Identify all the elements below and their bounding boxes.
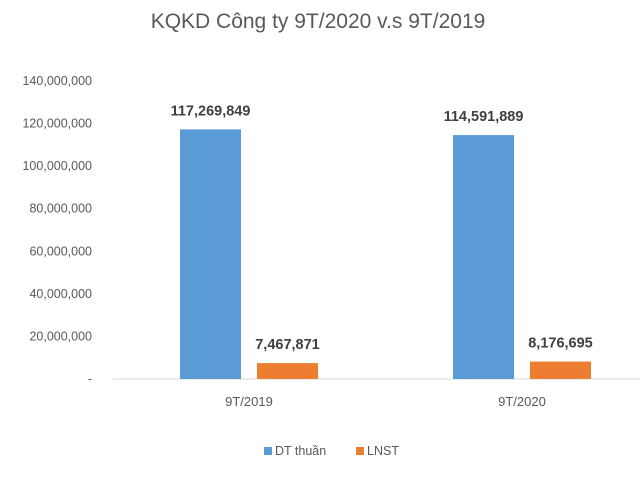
bar-dt-thuan-9T-2019 — [180, 129, 241, 379]
bar-dt-thuan-9T-2020 — [453, 135, 514, 379]
legend: DT thuần LNST — [264, 444, 399, 458]
y-tick-label: 120,000,000 — [22, 117, 92, 131]
chart-title: KQKD Công ty 9T/2020 v.s 9T/2019 — [151, 10, 486, 33]
x-tick-label: 9T/2020 — [498, 394, 546, 409]
bar-lnst-9T-2019 — [257, 363, 318, 379]
data-label: 7,467,871 — [255, 337, 320, 353]
y-tick-label: 140,000,000 — [22, 74, 92, 88]
legend-label: LNST — [367, 444, 399, 458]
data-label: 8,176,695 — [528, 336, 593, 352]
y-tick-label: 60,000,000 — [29, 244, 92, 258]
x-axis: 9T/2019 9T/2020 — [225, 394, 546, 409]
y-tick-label: 20,000,000 — [29, 329, 92, 343]
legend-swatch — [356, 447, 364, 455]
y-tick-label: 40,000,000 — [29, 287, 92, 301]
data-label: 117,269,849 — [171, 103, 251, 119]
y-axis: - 20,000,000 40,000,000 60,000,000 80,000,00… — [22, 74, 92, 386]
bars: 117,269,849 7,467,871 114,591,889 8,176,695 — [171, 103, 593, 379]
bar-lnst-9T-2020 — [530, 361, 591, 379]
legend-swatch — [264, 447, 272, 455]
y-tick-label: 100,000,000 — [22, 159, 92, 173]
x-tick-label: 9T/2019 — [225, 394, 273, 409]
data-label: 114,591,889 — [444, 109, 524, 125]
legend-label: DT thuần — [275, 444, 326, 458]
y-tick-label: 80,000,000 — [29, 202, 92, 216]
y-tick-label: - — [88, 372, 92, 386]
